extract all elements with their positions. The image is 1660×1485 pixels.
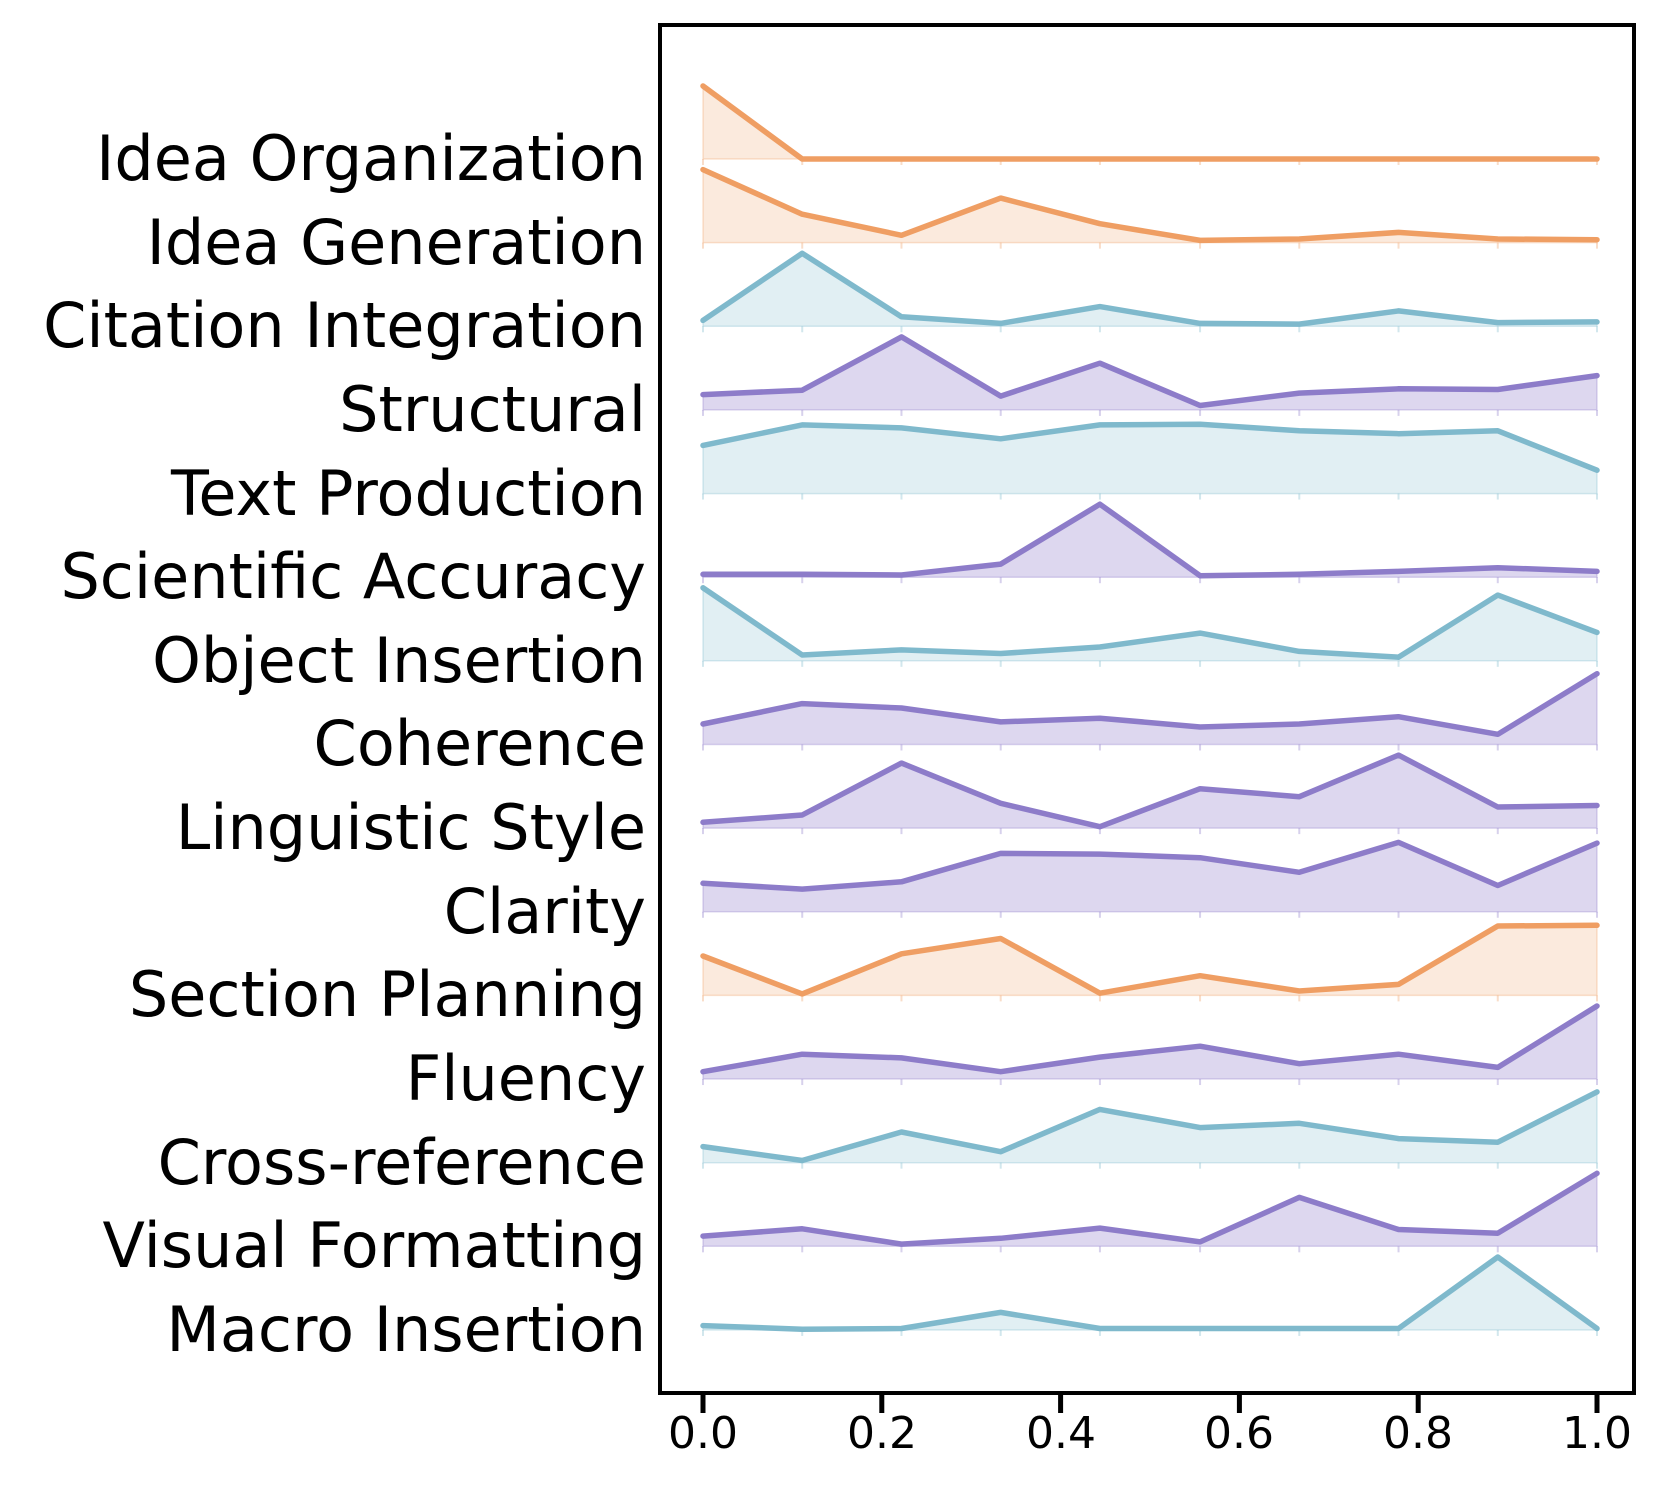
x-tick-label-0.6: 0.6 [1204, 1408, 1274, 1459]
category-label-section-planning: Section Planning [128, 958, 646, 1031]
category-label-visual-formatting: Visual Formatting [102, 1209, 646, 1282]
ridge-line-citation-integration [700, 250, 1600, 327]
category-label-text-production: Text Production [171, 457, 646, 530]
ridge-fill-coherence [702, 672, 1598, 746]
ridge-line-coherence [700, 670, 1600, 738]
ridge-line-object-insertion [700, 585, 1600, 660]
ridge-fill-clarity [702, 841, 1598, 913]
ridge-line-macro-insertion [700, 1254, 1600, 1332]
x-tick-label-0.8: 0.8 [1383, 1408, 1453, 1459]
x-tick-label-0.0: 0.0 [668, 1408, 738, 1459]
x-tick-label-0.2: 0.2 [847, 1408, 917, 1459]
ridge-line-visual-formatting [700, 1170, 1600, 1247]
ridge-line-linguistic-style [700, 752, 1600, 830]
ridge-line-structural [700, 334, 1600, 409]
ridge-line-fluency [700, 1003, 1600, 1075]
ridge-fill-idea-organization [702, 84, 1597, 160]
category-label-citation-integration: Citation Integration [43, 289, 646, 362]
category-label-linguistic-style: Linguistic Style [175, 791, 646, 864]
ridge-line-scientific-accuracy [700, 501, 1600, 579]
category-label-clarity: Clarity [443, 875, 646, 948]
ridge-fill-text-production [702, 423, 1598, 495]
category-label-scientific-accuracy: Scientific Accuracy [60, 540, 646, 613]
ridge-fill-fluency [702, 1004, 1598, 1080]
category-label-idea-organization: Idea Organization [96, 122, 646, 195]
category-label-object-insertion: Object Insertion [152, 624, 646, 697]
ridge-line-section-planning [700, 922, 1600, 997]
ridge-line-clarity [700, 839, 1600, 892]
ridge-line-idea-organization [700, 83, 1600, 162]
ridge-line-idea-generation [700, 166, 1600, 244]
category-label-idea-generation: Idea Generation [146, 206, 646, 279]
category-label-cross-reference: Cross-reference [157, 1126, 646, 1199]
ridge-fill-object-insertion [702, 586, 1598, 662]
category-label-structural: Structural [339, 373, 646, 446]
x-tick-label-0.4: 0.4 [1026, 1408, 1096, 1459]
plot-frame [658, 23, 1636, 1395]
ridge-line-text-production [700, 421, 1600, 473]
ridge-fill-macro-insertion [702, 1256, 1598, 1331]
category-label-coherence: Coherence [313, 707, 646, 780]
x-tick-label-1.0: 1.0 [1562, 1408, 1632, 1459]
category-label-fluency: Fluency [405, 1042, 646, 1115]
category-label-macro-insertion: Macro Insertion [166, 1293, 646, 1366]
ridge-line-cross-reference [700, 1089, 1600, 1164]
